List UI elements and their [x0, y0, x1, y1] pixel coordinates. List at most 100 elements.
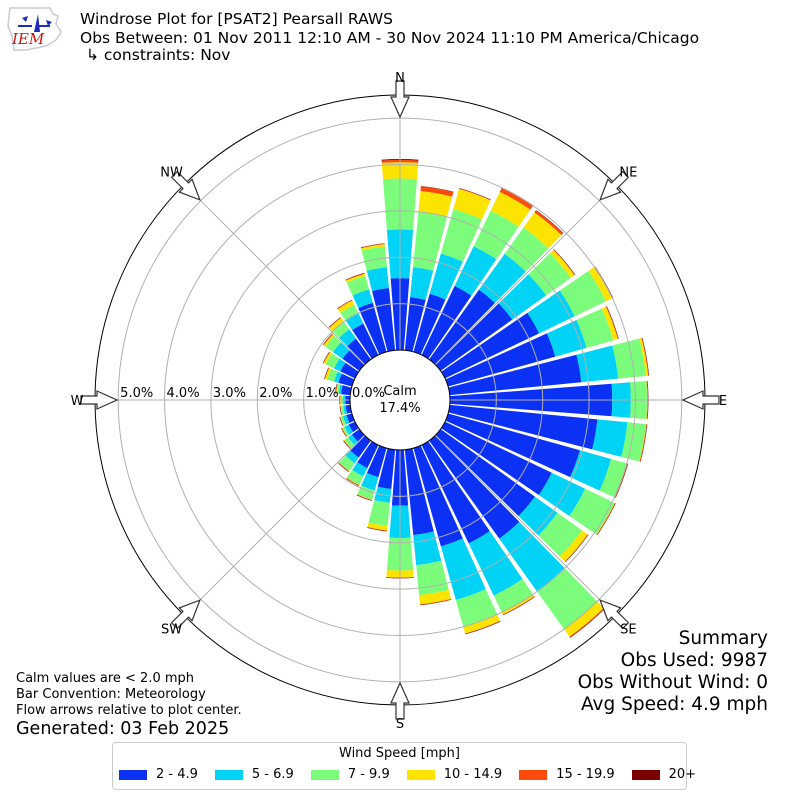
wedge-segment: [346, 275, 370, 296]
calm-value: 17.4%: [379, 401, 420, 416]
wedge-segment: [339, 329, 357, 347]
legend-swatch: [519, 769, 548, 780]
radial-tick-label: 1.0%: [306, 386, 339, 401]
wedge-segment: [346, 478, 359, 487]
wedge-segment: [350, 435, 371, 458]
wedge-segment: [420, 185, 454, 193]
wedge-segment: [499, 521, 565, 592]
wedge-segment: [386, 577, 414, 579]
logo-text: IEM: [11, 30, 45, 48]
wedge-segment: [599, 458, 627, 498]
wedge-segment: [639, 424, 647, 462]
wedge-segment: [361, 244, 385, 251]
wedge-segment: [337, 300, 353, 310]
flow-arrow: [390, 681, 410, 720]
wedge-segment: [332, 321, 350, 338]
wedge-segment: [445, 413, 580, 478]
legend-label: 5 - 6.9: [251, 767, 294, 782]
wedge-segment: [341, 405, 345, 415]
wedge-segment: [377, 448, 396, 489]
wedge-segment: [341, 428, 347, 437]
wedge-segment: [340, 405, 343, 415]
wedge-segment: [606, 306, 619, 340]
legend-item: 5 - 6.9: [214, 767, 294, 782]
labels-layer: 0.0% 1.0% 2.0% 3.0% 4.0% 5.0% N NE E SE S SW W NW: [71, 71, 728, 732]
wedge-segment: [448, 404, 598, 450]
obs-without-wind: Obs Without Wind: 0: [577, 672, 768, 693]
wedge-segment: [347, 338, 371, 365]
wedge-segment: [329, 317, 344, 332]
wedge-segment: [356, 494, 372, 501]
wedge-segment: [570, 450, 612, 491]
wedge-segment: [404, 448, 434, 536]
wedge-segment: [435, 303, 513, 371]
legend-item: 10 - 14.9: [406, 767, 502, 782]
wedge-segment: [596, 502, 616, 535]
wedge-segment: [419, 589, 452, 605]
wedge-segment: [344, 437, 355, 448]
wedge-segment: [413, 293, 446, 355]
wedge-segment: [367, 527, 388, 532]
wedge-segment: [343, 440, 351, 449]
wedge-segment: [416, 560, 449, 596]
wedge-segment: [588, 266, 613, 302]
wedge-segment: [361, 246, 387, 271]
wedge-segment: [502, 596, 535, 616]
legend-item: 20+: [631, 767, 696, 782]
summary-heading: Summary: [678, 628, 768, 649]
wedge-segment: [420, 598, 452, 605]
generated-date: Generated: 03 Feb 2025: [16, 719, 230, 739]
wedge-segment: [410, 267, 434, 300]
wedge-segment: [615, 463, 629, 498]
wedge-segment: [352, 289, 373, 309]
wedge-segment: [335, 383, 338, 394]
calm-label: Calm: [383, 384, 416, 399]
wedge-segment: [341, 385, 352, 396]
notes-block: Calm values are < 2.0 mph Bar Convention…: [16, 671, 242, 719]
wedge-segment: [357, 485, 375, 500]
wedge-segment: [435, 429, 535, 517]
wedge-segment: [345, 272, 365, 281]
wedge-segment: [340, 362, 359, 379]
compass-label: N: [395, 71, 405, 86]
flow-arrows-note: Flow arrows relative to plot center.: [16, 703, 242, 718]
wedge-segment: [346, 477, 360, 486]
legend-label: 7 - 9.9: [347, 767, 390, 782]
wedge-segment: [339, 416, 344, 427]
wedge-segment: [646, 381, 648, 419]
wedge-segment: [639, 424, 647, 462]
wedge-segment: [592, 419, 628, 457]
chart-title: Windrose Plot for [PSAT2] Pearsall RAWS: [80, 10, 393, 28]
wedge-segment: [361, 472, 379, 491]
compass-label: NW: [160, 166, 183, 181]
legend-item: 2 - 4.9: [119, 767, 198, 782]
legend-label: 15 - 19.9: [556, 767, 615, 782]
wedge-segment: [345, 450, 359, 464]
radial-tick-label: 2.0%: [259, 386, 292, 401]
wedge-segment: [455, 589, 498, 627]
wedge-segment: [640, 424, 648, 462]
wedge-segment: [337, 300, 355, 313]
wedge-segment: [344, 424, 354, 435]
wedge-segment: [341, 427, 348, 437]
wedge-segment: [332, 342, 350, 359]
wedge-segment: [337, 299, 353, 309]
legend: Wind Speed [mph] 2 - 4.9 5 - 6.9 7 - 9.9…: [112, 742, 696, 790]
wedge-segment: [538, 512, 583, 557]
legend-item: 7 - 9.9: [310, 767, 390, 782]
wedge-segment: [367, 522, 388, 531]
grid-spoke: [435, 435, 617, 617]
wedge-segment: [454, 246, 497, 296]
wedge-segment: [339, 405, 342, 416]
wedge-segment: [641, 337, 649, 376]
wedge-segment: [490, 191, 531, 227]
wedge-segment: [537, 568, 598, 630]
flow-arrow: [170, 599, 201, 630]
obs-between: Obs Between: 01 Nov 2011 12:10 AM - 30 N…: [80, 29, 700, 47]
wedge-segment: [535, 210, 564, 234]
grid-spoke: [435, 183, 617, 365]
constraints: ↳ constraints: Nov: [86, 46, 231, 64]
wedge-segment: [323, 351, 331, 364]
grid-spoke: [183, 435, 365, 617]
wedge-segment: [421, 441, 490, 544]
